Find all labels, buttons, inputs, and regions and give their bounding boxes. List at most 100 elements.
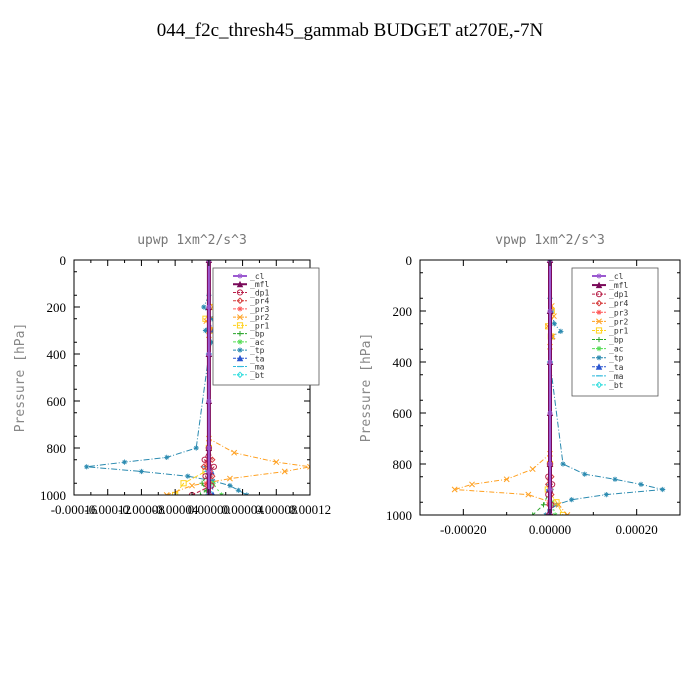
series-point-cl-vpwp <box>547 410 553 416</box>
y-tick-label-vpwp: 800 <box>393 457 413 472</box>
series-point-tp-upwp <box>227 483 233 489</box>
series-point-pr1-vpwp <box>559 511 567 515</box>
series-point-tp-upwp <box>164 454 170 460</box>
series-point-tp-vpwp <box>560 461 566 467</box>
chart-upwp: upwp 1xm^2/s^3 Pressure [hPa] 0 200 400 600 80… <box>13 233 331 517</box>
y-tick-label-vpwp: 600 <box>393 406 413 421</box>
series-point-pr2-vpwp <box>451 486 458 493</box>
y-tick-label-upwp: 0 <box>60 253 67 268</box>
series-point-pr2-upwp <box>307 463 310 470</box>
series-point-tp-vpwp <box>638 481 644 487</box>
legend-marker-cl-upwp <box>237 273 243 279</box>
legend-marker-pr4-upwp <box>236 297 244 304</box>
legend-box-vpwp <box>571 267 659 397</box>
legend-marker-mfl-vpwp <box>595 281 603 289</box>
legend-marker-pr4-vpwp <box>595 299 603 307</box>
legend-label-tp-vpwp: _tp <box>609 354 624 363</box>
series-point-cl-vpwp <box>547 461 553 467</box>
series-point-pr2-vpwp <box>469 481 475 488</box>
y-tick-label-upwp: 600 <box>47 394 67 409</box>
series-point-pr2-vpwp <box>564 512 571 515</box>
series-point-tp-upwp <box>235 487 241 493</box>
chart-vpwp: vpwp 1xm^2/s^3 Pressure [hPa] 0 200 400 600 80… <box>359 233 681 537</box>
series-group-vpwp <box>451 260 666 515</box>
legend-marker-bp-upwp <box>237 331 243 337</box>
series-point-bp-upwp <box>197 492 204 495</box>
series-point-pr2-vpwp <box>525 491 532 498</box>
legend-marker-bt-upwp <box>236 371 244 379</box>
legend-marker-pr3-upwp <box>237 306 243 312</box>
legend-label-bp-upwp: _bp <box>250 330 265 339</box>
series-point-cl-upwp <box>206 351 212 357</box>
series-point-cl-upwp <box>206 468 212 475</box>
series-point-tp-upwp <box>202 327 209 334</box>
legend-label-ac-vpwp: _ac <box>609 345 624 354</box>
x-tick-label-upwp: 0.00004 <box>221 502 264 517</box>
series-point-cl-vpwp <box>547 359 553 365</box>
legend-marker-cl-vpwp <box>596 273 602 279</box>
series-point-tp-vpwp <box>603 492 609 498</box>
legend-label-pr4-upwp: _pr4 <box>250 297 269 306</box>
series-point-bp-vpwp <box>540 502 547 508</box>
series-point-tp-vpwp <box>569 497 575 503</box>
x-tick-label-vpwp: 0.00000 <box>529 522 571 537</box>
legend-box-upwp <box>212 267 320 386</box>
series-point-pr1-upwp <box>180 480 187 487</box>
x-tick-label-upwp: -0.00004 <box>152 502 199 517</box>
series-point-tp-upwp <box>193 445 199 451</box>
series-point-tp-vpwp <box>551 321 557 327</box>
legend-label-bp-vpwp: _bp <box>609 336 624 345</box>
series-point-cl-vpwp <box>547 308 553 314</box>
legend-marker-tp-vpwp <box>596 355 602 361</box>
legend-marker-ta-upwp <box>236 354 244 362</box>
legend-marker-pr3-vpwp <box>596 309 602 315</box>
series-point-tp-vpwp <box>558 328 564 334</box>
y-tick-label-upwp: 1000 <box>40 488 66 503</box>
legend-label-bt-upwp: _bt <box>250 371 265 380</box>
chart-title-upwp: upwp 1xm^2/s^3 <box>137 233 247 248</box>
series-point-pr2-upwp <box>163 492 170 495</box>
legend-upwp: _cl_mfl_dp1_pr4_pr3_pr2_pr1_bp_ac_tp_ta_… <box>212 267 320 386</box>
legend-label-pr1-upwp: _pr1 <box>250 321 269 330</box>
legend-label-tp-upwp: _tp <box>250 346 265 355</box>
y-tick-label-vpwp: 1000 <box>386 508 412 523</box>
legend-label-cl-upwp: _cl <box>250 272 265 281</box>
series-point-ta-upwp <box>211 491 215 495</box>
series-point-pr2-upwp <box>189 482 195 489</box>
series-point-pr2-upwp <box>281 468 288 475</box>
legend-label-bt-vpwp: _bt <box>609 381 624 390</box>
legend-label-ma-vpwp: _ma <box>609 372 624 381</box>
legend-label-ac-upwp: _ac <box>250 338 265 347</box>
series-point-pr2-vpwp <box>555 501 562 508</box>
series-line-bp-upwp <box>200 471 210 495</box>
legend-marker-pr1-vpwp <box>595 327 603 334</box>
series-point-tp-upwp <box>201 304 207 310</box>
series-point-tp-upwp <box>185 473 191 479</box>
legend-label-dp1-upwp: _dp1 <box>250 288 269 297</box>
legend-marker-pr2-vpwp <box>596 318 602 325</box>
legend-marker-bp-vpwp <box>596 336 602 343</box>
y-tick-label-vpwp: 0 <box>406 253 413 268</box>
series-point-tp-vpwp <box>582 471 588 477</box>
legend-label-ma-upwp: _ma <box>250 363 265 372</box>
legend-marker-ta-vpwp <box>595 363 603 370</box>
legend-label-pr3-vpwp: _pr3 <box>609 308 628 317</box>
legend-marker-tp-upwp <box>237 347 243 353</box>
legend-marker-dp1-upwp <box>236 289 244 296</box>
series-point-tp-upwp <box>121 459 128 465</box>
series-point-tp-upwp <box>208 339 214 345</box>
x-tick-label-upwp: 0.00008 <box>255 502 297 517</box>
series-point-pr2-upwp <box>231 449 238 456</box>
series-point-cl-upwp <box>206 445 212 451</box>
legend-label-pr4-vpwp: _pr4 <box>609 299 628 308</box>
x-tick-label-upwp: -0.00012 <box>84 502 131 517</box>
x-tick-label-upwp: -0.00016 <box>51 502 98 517</box>
series-point-bp-vpwp <box>530 512 536 515</box>
series-point-tp-vpwp <box>612 476 618 482</box>
page-title: 044_f2c_thresh45_gammab BUDGET at270E,-7… <box>156 20 544 41</box>
legend-label-ta-vpwp: _ta <box>609 363 624 372</box>
series-point-cl-vpwp <box>547 486 553 493</box>
chart-title-vpwp: vpwp 1xm^2/s^3 <box>495 233 605 248</box>
series-point-tp-vpwp <box>660 486 666 493</box>
